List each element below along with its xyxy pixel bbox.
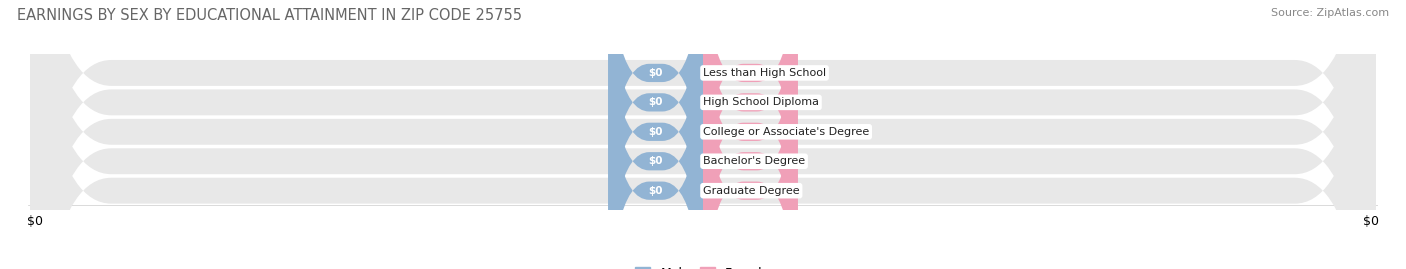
FancyBboxPatch shape: [30, 0, 1376, 269]
FancyBboxPatch shape: [30, 0, 1376, 269]
FancyBboxPatch shape: [609, 23, 703, 269]
Text: EARNINGS BY SEX BY EDUCATIONAL ATTAINMENT IN ZIP CODE 25755: EARNINGS BY SEX BY EDUCATIONAL ATTAINMEN…: [17, 8, 522, 23]
FancyBboxPatch shape: [609, 0, 703, 269]
Text: $0: $0: [648, 68, 664, 78]
FancyBboxPatch shape: [609, 0, 703, 269]
FancyBboxPatch shape: [703, 0, 797, 269]
Text: $0: $0: [648, 156, 664, 166]
Text: $0: $0: [742, 186, 758, 196]
FancyBboxPatch shape: [703, 23, 797, 269]
FancyBboxPatch shape: [30, 0, 1376, 269]
Text: $0: $0: [648, 186, 664, 196]
Text: High School Diploma: High School Diploma: [703, 97, 820, 107]
FancyBboxPatch shape: [609, 0, 703, 240]
Text: $0: $0: [742, 68, 758, 78]
FancyBboxPatch shape: [703, 0, 797, 269]
Text: $0: $0: [648, 127, 664, 137]
FancyBboxPatch shape: [703, 0, 797, 269]
Legend: Male, Female: Male, Female: [630, 262, 776, 269]
Text: $0: $0: [648, 97, 664, 107]
Text: Less than High School: Less than High School: [703, 68, 827, 78]
FancyBboxPatch shape: [30, 0, 1376, 269]
FancyBboxPatch shape: [703, 0, 797, 240]
Text: Graduate Degree: Graduate Degree: [703, 186, 800, 196]
Text: Bachelor's Degree: Bachelor's Degree: [703, 156, 806, 166]
Text: $0: $0: [742, 156, 758, 166]
FancyBboxPatch shape: [609, 0, 703, 269]
Text: Source: ZipAtlas.com: Source: ZipAtlas.com: [1271, 8, 1389, 18]
Text: College or Associate's Degree: College or Associate's Degree: [703, 127, 869, 137]
Text: $0: $0: [742, 127, 758, 137]
FancyBboxPatch shape: [30, 0, 1376, 269]
Text: $0: $0: [742, 97, 758, 107]
